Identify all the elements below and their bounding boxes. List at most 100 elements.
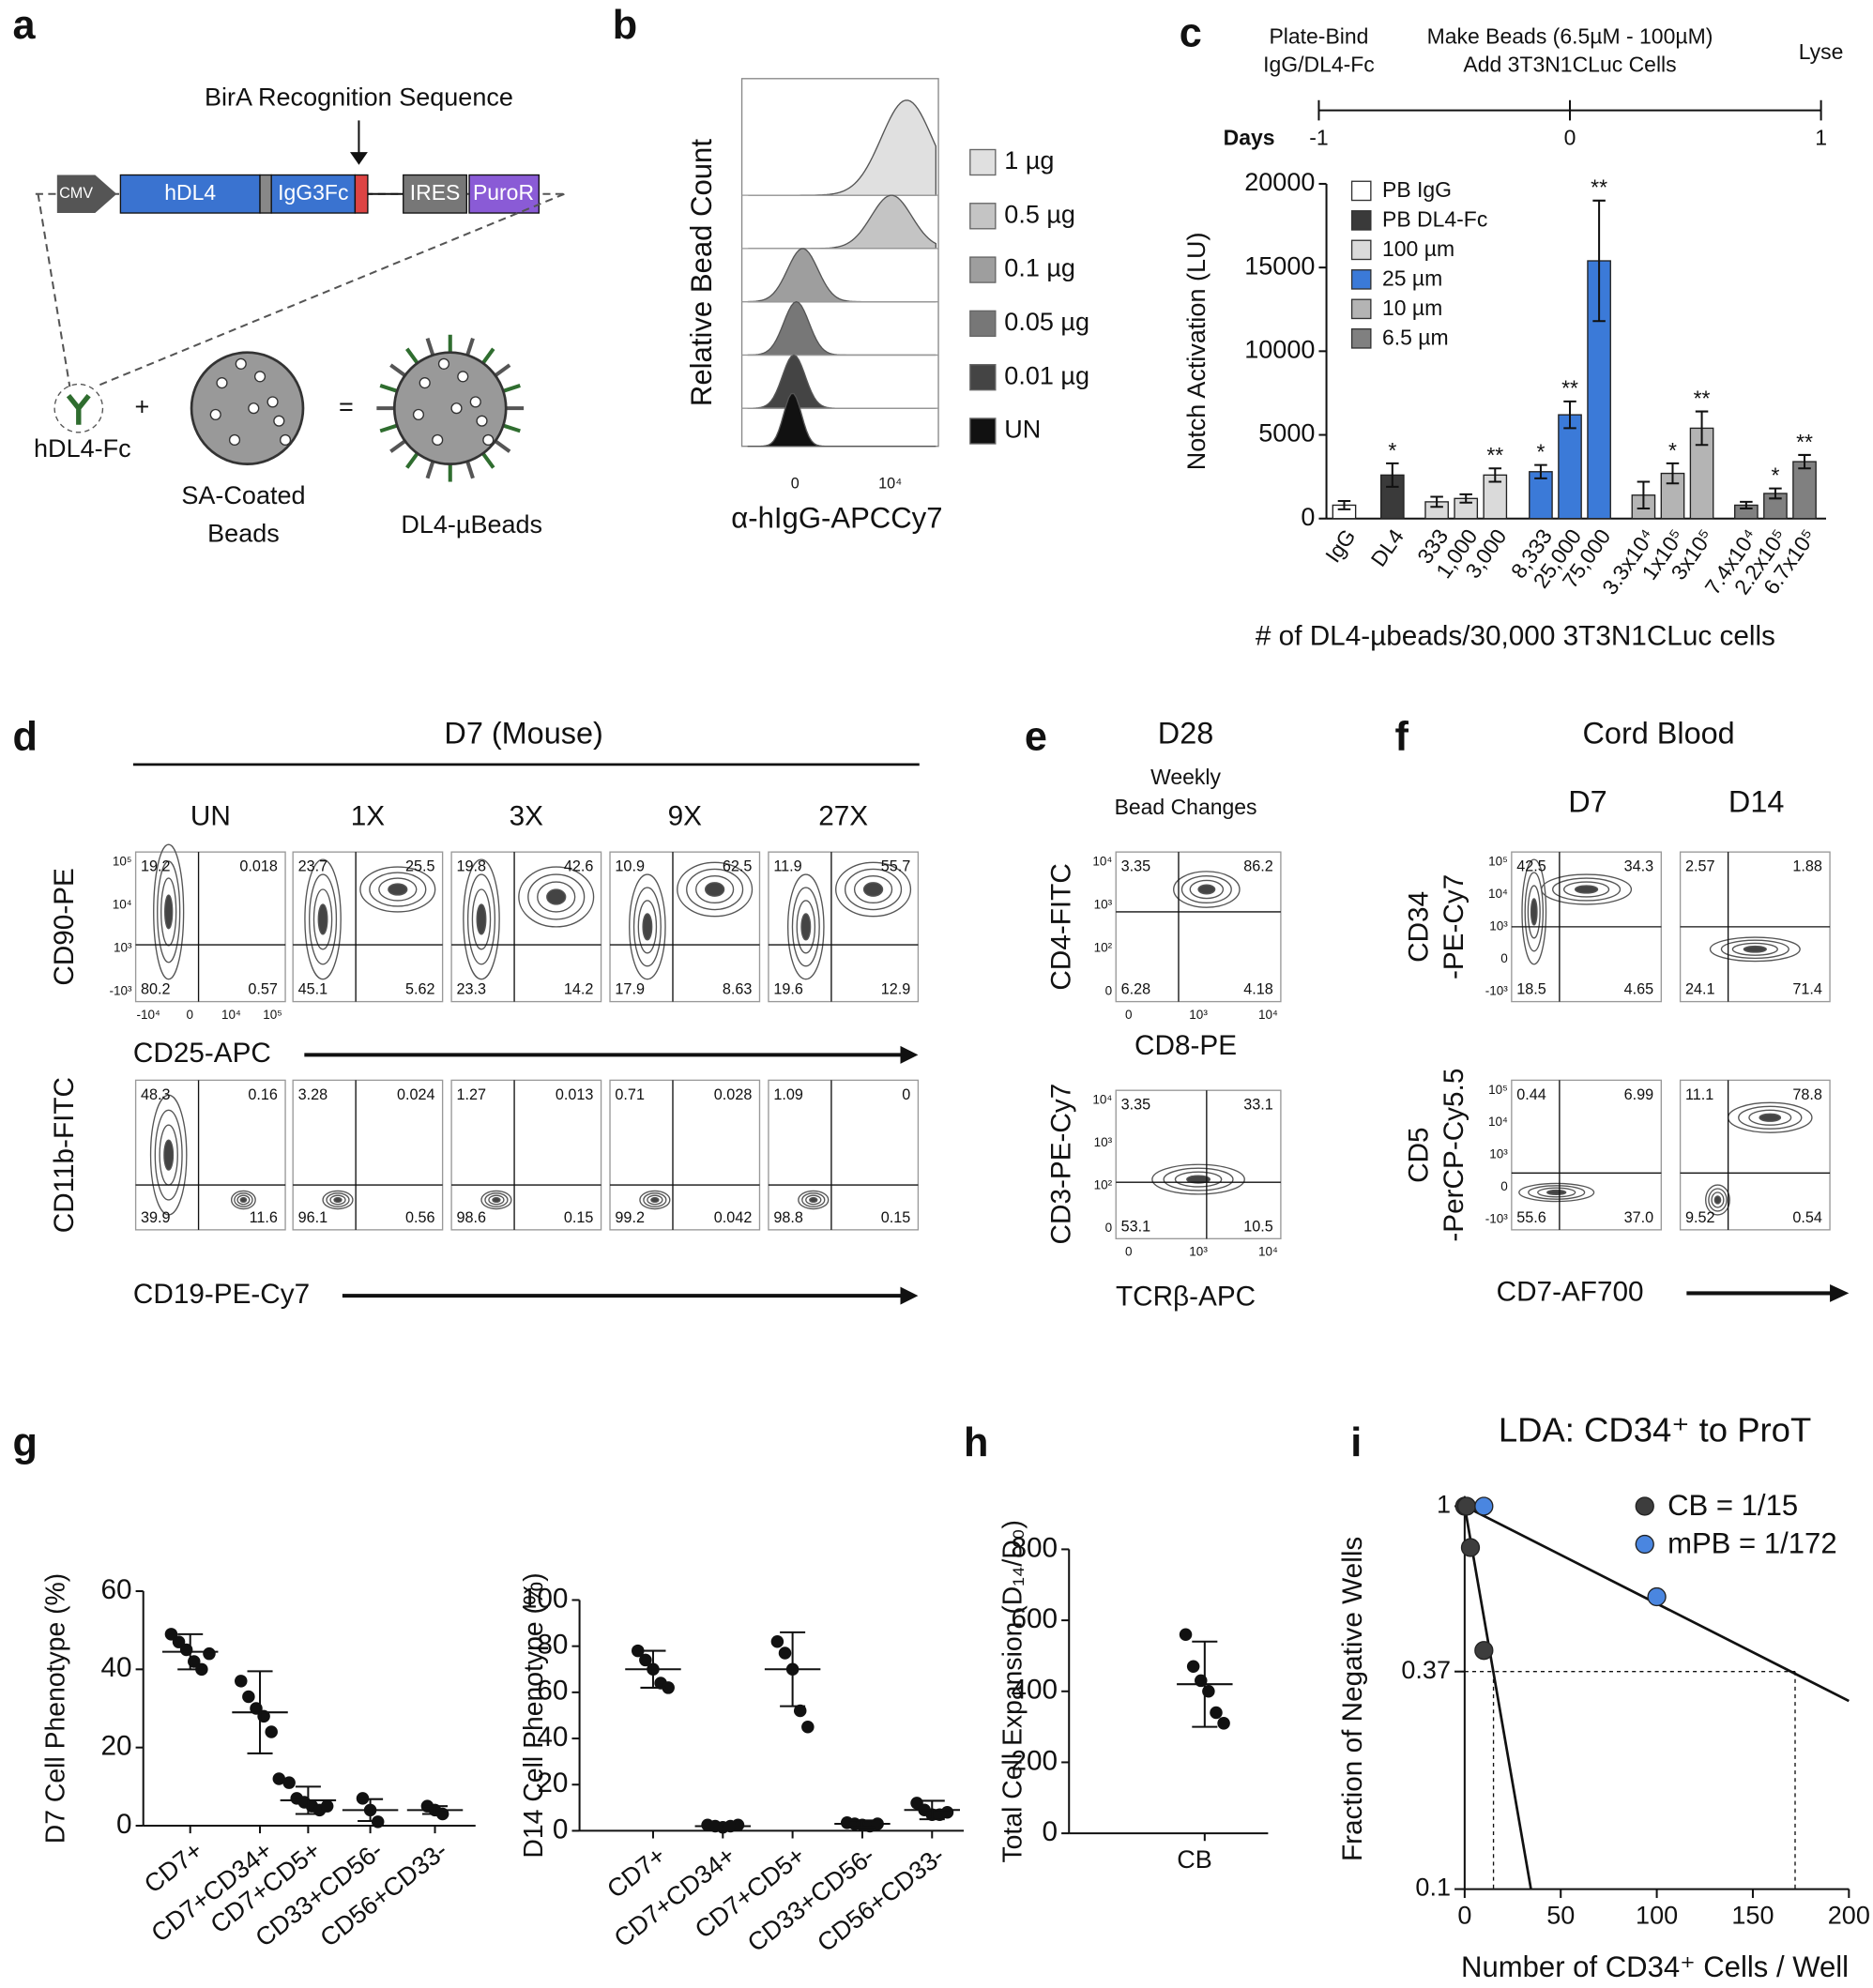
x-tick-label: 10⁴ bbox=[878, 476, 902, 493]
contour bbox=[1574, 885, 1599, 894]
contour bbox=[650, 1196, 660, 1204]
contour bbox=[805, 1194, 822, 1206]
y-tick-label: 80 bbox=[537, 1630, 568, 1661]
streptavidin bbox=[273, 415, 285, 427]
construct-label: CMV bbox=[59, 185, 93, 202]
quadrant-value: 6.99 bbox=[1624, 1086, 1654, 1103]
legend-label: PB IgG bbox=[1382, 177, 1452, 202]
y-tick-label: 10³ bbox=[1094, 897, 1113, 911]
y-tick-label: 0 bbox=[1105, 1221, 1113, 1235]
quadrant-value: 24.1 bbox=[1685, 981, 1715, 998]
data-point bbox=[801, 1720, 815, 1734]
histogram bbox=[748, 392, 936, 448]
quadrant-value: 0.57 bbox=[248, 981, 278, 998]
bira-box bbox=[354, 174, 369, 214]
y-tick-label: 10³ bbox=[1489, 918, 1508, 933]
y-axis-label: CD4-FITC bbox=[1045, 863, 1076, 990]
column-header: D7 bbox=[1568, 784, 1607, 818]
x-axis-label: # of DL4-µbeads/30,000 3T3N1CLuc cells bbox=[1256, 621, 1775, 652]
quadrant-value: 1.09 bbox=[773, 1086, 803, 1103]
quadrant-value: 96.1 bbox=[298, 1209, 328, 1226]
y-axis-label: CD3-PE-Cy7 bbox=[1045, 1084, 1076, 1245]
significance: ** bbox=[1486, 443, 1503, 467]
y-axis-label: D14 Cell Phenotype (%) bbox=[519, 1572, 549, 1858]
y-tick-label: 10² bbox=[1094, 1178, 1113, 1192]
legend-swatch bbox=[1350, 328, 1372, 349]
contour bbox=[801, 1192, 826, 1207]
bead-antibody bbox=[425, 337, 435, 357]
day-label: 1 bbox=[1815, 126, 1827, 150]
quadrant-value: 0.018 bbox=[239, 858, 278, 875]
data-point bbox=[282, 1776, 296, 1789]
legend-label: 0.5 µg bbox=[1004, 200, 1075, 228]
data-point bbox=[662, 1681, 675, 1694]
legend-swatch bbox=[1350, 210, 1372, 231]
contour bbox=[463, 858, 500, 980]
y-axis-label: D7 Cell Phenotype (%) bbox=[40, 1573, 70, 1844]
column-header: 9X bbox=[668, 801, 703, 832]
y-tick-label: 0 bbox=[1500, 951, 1508, 965]
x-tick-label: 200 bbox=[1828, 1901, 1870, 1929]
y-axis-label: CD5 bbox=[1403, 1127, 1434, 1182]
histogram bbox=[748, 99, 937, 196]
data-point bbox=[731, 1818, 745, 1832]
contour bbox=[309, 873, 338, 965]
legend-swatch bbox=[969, 310, 997, 338]
bira-label: BirA Recognition Sequence bbox=[205, 83, 513, 112]
bead-antibody bbox=[425, 461, 435, 479]
x-tick-label: 10³ bbox=[1189, 1008, 1208, 1022]
day-label: -1 bbox=[1309, 126, 1328, 150]
contour bbox=[639, 1190, 671, 1210]
data-point bbox=[172, 1635, 186, 1648]
histogram bbox=[747, 354, 936, 409]
x-tick-label: DL4 bbox=[1366, 524, 1409, 571]
x-tick-label: 10⁵ bbox=[263, 1008, 282, 1022]
quadrant-value: 4.18 bbox=[1243, 981, 1273, 998]
quadrant-value: 86.2 bbox=[1243, 858, 1273, 875]
y-tick-label: 10⁵ bbox=[113, 855, 132, 869]
contour bbox=[798, 1190, 830, 1210]
item-label: hDL4-Fc bbox=[34, 434, 131, 463]
quadrant-value: 4.65 bbox=[1624, 981, 1654, 998]
data-point bbox=[1456, 1496, 1477, 1516]
bead-antibody bbox=[379, 423, 398, 433]
x-tick-label: 150 bbox=[1731, 1901, 1774, 1929]
y-tick-label: 20 bbox=[100, 1731, 131, 1762]
bar bbox=[1529, 471, 1553, 520]
quadrant-value: 0.56 bbox=[405, 1209, 435, 1226]
y-axis-label: -PerCP-Cy5.5 bbox=[1439, 1069, 1469, 1242]
x-axis-label: TCRβ-APC bbox=[1116, 1282, 1256, 1313]
y-axis-label: CD34 bbox=[1403, 891, 1434, 963]
x-tick-label: 10⁴ bbox=[221, 1008, 241, 1022]
significance: * bbox=[1536, 440, 1545, 464]
bead-antibody bbox=[494, 439, 511, 453]
error-bar bbox=[1563, 400, 1576, 430]
significance: ** bbox=[1796, 430, 1813, 454]
quadrant-value: 53.1 bbox=[1121, 1218, 1151, 1235]
flow-plot bbox=[609, 851, 761, 1003]
contour bbox=[1151, 1163, 1245, 1195]
bead bbox=[190, 351, 305, 465]
data-point bbox=[203, 1647, 216, 1661]
legend-swatch bbox=[1350, 180, 1372, 202]
bead-antibody bbox=[405, 452, 419, 469]
timeline-step: Plate-Bind bbox=[1269, 24, 1368, 49]
x-axis-label: CD19-PE-Cy7 bbox=[133, 1279, 310, 1310]
quadrant-value: 0.013 bbox=[556, 1086, 594, 1103]
streptavidin bbox=[228, 433, 241, 447]
y-tick-label: 0 bbox=[1301, 503, 1315, 531]
error-bar bbox=[1798, 453, 1811, 470]
data-point bbox=[631, 1644, 645, 1658]
contour bbox=[1527, 885, 1541, 939]
quadrant-value: 3.35 bbox=[1121, 858, 1151, 875]
y-tick-label: -10³ bbox=[1485, 1212, 1509, 1226]
puro-box bbox=[468, 174, 541, 214]
flow-plot bbox=[450, 1079, 602, 1231]
y-tick-label: 60 bbox=[100, 1574, 131, 1605]
quadrant-value: 19.8 bbox=[456, 858, 486, 875]
y-tick-label: 0 bbox=[1500, 1179, 1508, 1193]
y-tick-label: 20 bbox=[537, 1768, 568, 1798]
y-tick-label: 0 bbox=[553, 1813, 569, 1844]
